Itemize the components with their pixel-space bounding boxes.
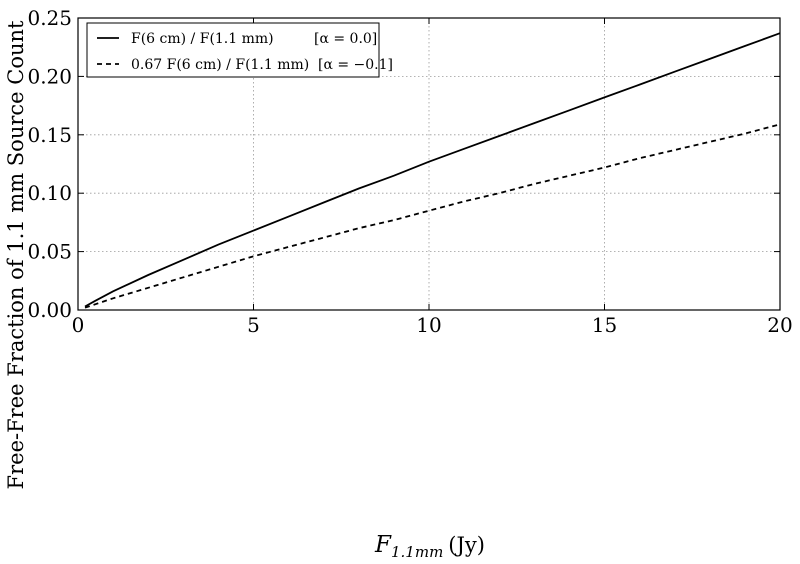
legend: F(6 cm) / F(1.1 mm) [α = 0.0] 0.67 F(6 c…	[86, 22, 393, 78]
x-tick-label: 0	[72, 313, 85, 337]
series-layer	[84, 32, 781, 309]
y-tick-label: 0.05	[27, 240, 72, 264]
x-axis-title-main: F	[374, 532, 392, 558]
y-tick-label: 0.00	[27, 298, 72, 322]
tick-labels: 0 5 10 15 20 0.00 0.05 0.10 0.15 0.20 0.25	[27, 6, 792, 337]
legend-label-series-1: F(6 cm) / F(1.1 mm)	[131, 31, 274, 47]
legend-box	[86, 22, 380, 78]
legend-label-series-2: 0.67 F(6 cm) / F(1.1 mm)	[131, 57, 309, 73]
series-line-2	[84, 123, 781, 309]
y-tick-label: 0.25	[27, 6, 72, 30]
x-tick-label: 10	[416, 313, 441, 337]
x-tick-label: 20	[767, 313, 792, 337]
y-tick-label: 0.10	[27, 181, 72, 205]
legend-alpha-series-1: [α = 0.0]	[314, 31, 377, 47]
x-axis-title-sub: 1.1mm	[391, 543, 443, 561]
x-tick-label: 5	[247, 313, 260, 337]
series-line-1	[84, 32, 781, 308]
y-tick-label: 0.15	[27, 123, 72, 147]
y-axis-title: Free-Free Fraction of 1.1 mm Source Coun…	[4, 20, 28, 489]
y-tick-label: 0.20	[27, 64, 72, 88]
legend-alpha-series-2: [α = −0.1]	[318, 57, 393, 73]
x-tick-label: 15	[592, 313, 617, 337]
x-axis-title-unit: (Jy)	[448, 533, 485, 557]
x-axis-title: F1.1mm (Jy)	[374, 532, 485, 561]
